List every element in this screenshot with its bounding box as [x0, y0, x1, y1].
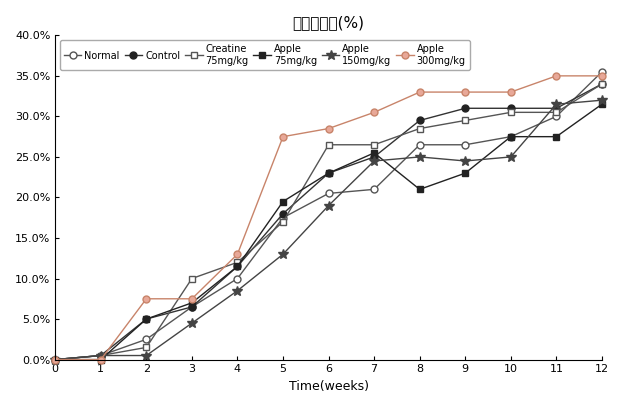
- Apple
300mg/kg: [598, 73, 606, 78]
- Apple
75mg/kg: [143, 317, 150, 322]
- Apple
75mg/kg: [371, 151, 378, 155]
- Control: [52, 357, 59, 362]
- Apple
75mg/kg: [97, 357, 105, 362]
- Line: Creatine
75mg/kg: Creatine 75mg/kg: [52, 80, 605, 363]
- Control: [143, 317, 150, 322]
- Apple
300mg/kg: [234, 252, 241, 257]
- Apple
75mg/kg: [507, 134, 515, 139]
- Apple
75mg/kg: [325, 171, 333, 175]
- Line: Normal: Normal: [52, 68, 605, 363]
- Normal: [97, 353, 105, 358]
- Control: [371, 155, 378, 160]
- Normal: [507, 134, 515, 139]
- Apple
75mg/kg: [52, 357, 59, 362]
- Creatine
75mg/kg: [188, 276, 196, 281]
- Apple
150mg/kg: [97, 353, 105, 358]
- Control: [507, 106, 515, 111]
- Creatine
75mg/kg: [325, 142, 333, 147]
- Apple
75mg/kg: [416, 187, 424, 192]
- Normal: [325, 191, 333, 196]
- Apple
150mg/kg: [598, 98, 606, 103]
- Control: [325, 171, 333, 175]
- Apple
300mg/kg: [188, 296, 196, 301]
- Creatine
75mg/kg: [598, 82, 606, 86]
- Normal: [462, 142, 469, 147]
- Control: [188, 304, 196, 309]
- Apple
300mg/kg: [97, 357, 105, 362]
- Apple
150mg/kg: [234, 288, 241, 293]
- Title: 체중증가율(%): 체중증가율(%): [293, 15, 364, 30]
- Normal: [234, 276, 241, 281]
- Line: Apple
300mg/kg: Apple 300mg/kg: [52, 72, 605, 363]
- Apple
75mg/kg: [553, 134, 560, 139]
- Apple
150mg/kg: [325, 203, 333, 208]
- Apple
150mg/kg: [143, 353, 150, 358]
- Control: [97, 353, 105, 358]
- Line: Control: Control: [52, 80, 605, 363]
- Control: [234, 264, 241, 269]
- Creatine
75mg/kg: [52, 357, 59, 362]
- Normal: [188, 304, 196, 309]
- Control: [553, 106, 560, 111]
- Normal: [143, 337, 150, 342]
- Apple
300mg/kg: [143, 296, 150, 301]
- Creatine
75mg/kg: [280, 220, 287, 224]
- Normal: [280, 215, 287, 220]
- Apple
300mg/kg: [325, 126, 333, 131]
- Apple
150mg/kg: [462, 159, 469, 164]
- Apple
300mg/kg: [507, 90, 515, 95]
- Apple
150mg/kg: [188, 321, 196, 326]
- Apple
75mg/kg: [462, 171, 469, 175]
- Creatine
75mg/kg: [143, 345, 150, 350]
- Legend: Normal, Control, Creatine
75mg/kg, Apple
75mg/kg, Apple
150mg/kg, Apple
300mg/kg: Normal, Control, Creatine 75mg/kg, Apple…: [60, 40, 469, 70]
- Normal: [598, 69, 606, 74]
- Creatine
75mg/kg: [462, 118, 469, 123]
- Normal: [553, 114, 560, 119]
- Apple
300mg/kg: [52, 357, 59, 362]
- Apple
150mg/kg: [507, 155, 515, 160]
- Apple
300mg/kg: [416, 90, 424, 95]
- Creatine
75mg/kg: [416, 126, 424, 131]
- Creatine
75mg/kg: [234, 260, 241, 265]
- Creatine
75mg/kg: [371, 142, 378, 147]
- Control: [416, 118, 424, 123]
- Apple
300mg/kg: [553, 73, 560, 78]
- Apple
300mg/kg: [371, 110, 378, 115]
- Apple
75mg/kg: [234, 264, 241, 269]
- Apple
150mg/kg: [553, 102, 560, 106]
- Creatine
75mg/kg: [97, 353, 105, 358]
- Normal: [371, 187, 378, 192]
- Creatine
75mg/kg: [507, 110, 515, 115]
- Apple
300mg/kg: [462, 90, 469, 95]
- Normal: [52, 357, 59, 362]
- Apple
300mg/kg: [280, 134, 287, 139]
- Apple
75mg/kg: [280, 199, 287, 204]
- Apple
75mg/kg: [598, 102, 606, 106]
- Line: Apple
75mg/kg: Apple 75mg/kg: [52, 101, 605, 363]
- Normal: [416, 142, 424, 147]
- Apple
150mg/kg: [371, 159, 378, 164]
- Creatine
75mg/kg: [553, 110, 560, 115]
- Apple
150mg/kg: [416, 155, 424, 160]
- Apple
150mg/kg: [280, 252, 287, 257]
- Control: [280, 211, 287, 216]
- Line: Apple
150mg/kg: Apple 150mg/kg: [51, 95, 607, 364]
- X-axis label: Time(weeks): Time(weeks): [288, 380, 369, 393]
- Control: [462, 106, 469, 111]
- Apple
75mg/kg: [188, 300, 196, 305]
- Control: [598, 82, 606, 86]
- Apple
150mg/kg: [52, 357, 59, 362]
